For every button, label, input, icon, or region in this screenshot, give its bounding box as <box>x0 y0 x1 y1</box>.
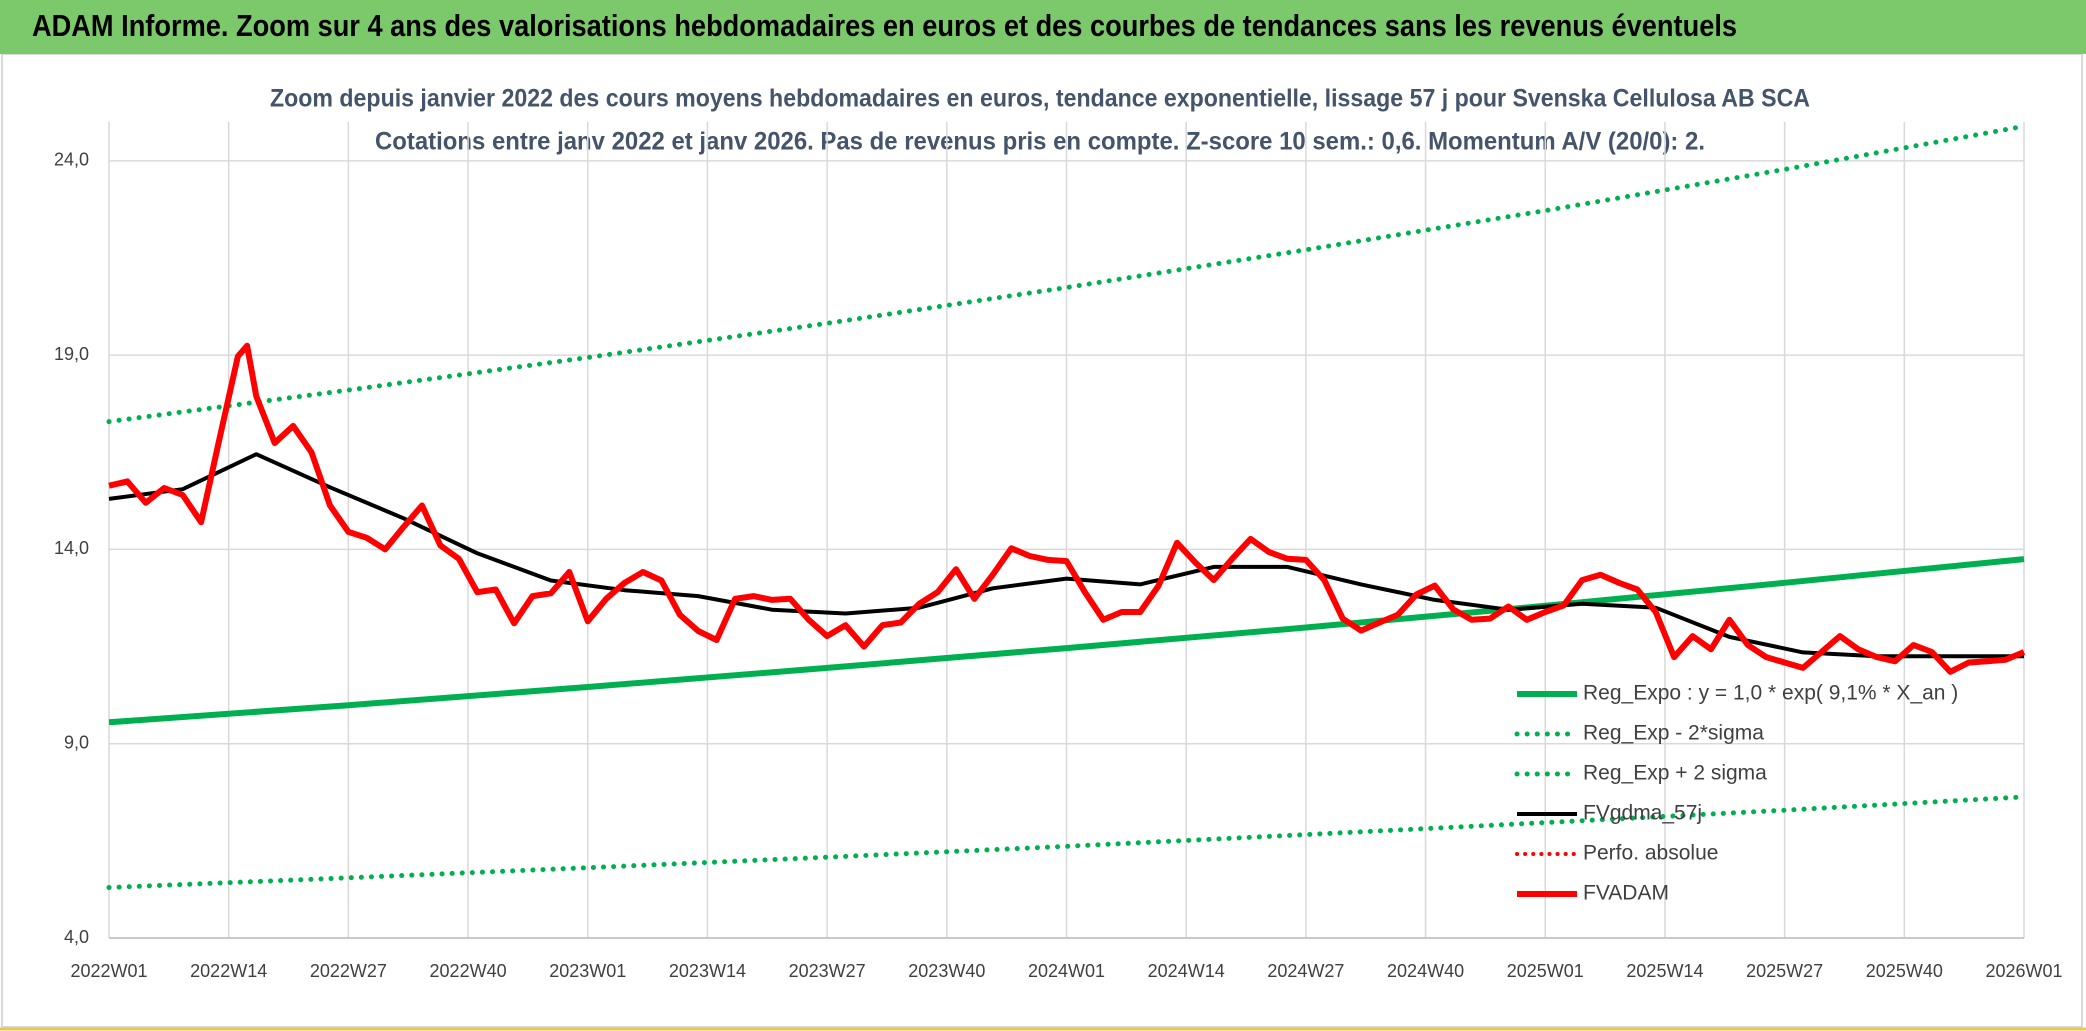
x-tick-label: 2024W40 <box>1387 961 1464 981</box>
x-tick-label: 2024W27 <box>1267 961 1344 981</box>
series-line <box>108 556 2025 726</box>
x-tick-label: 2023W40 <box>908 961 985 981</box>
series-line <box>106 794 2027 890</box>
x-tick-label: 2023W14 <box>669 961 746 981</box>
y-tick-label: 4,0 <box>64 927 89 947</box>
x-tick-label: 2022W40 <box>430 961 507 981</box>
y-tick-label: 9,0 <box>64 732 89 752</box>
legend-label: Reg_Exp - 2*sigma <box>1583 722 1764 745</box>
x-tick-label: 2023W27 <box>789 961 866 981</box>
x-tick-label: 2022W27 <box>310 961 387 981</box>
x-tick-label: 2024W14 <box>1148 961 1225 981</box>
y-tick-label: 19,0 <box>54 344 89 364</box>
x-tick-label: 2023W01 <box>549 961 626 981</box>
chart-title: Zoom depuis janvier 2022 des cours moyen… <box>270 85 1810 113</box>
series-line <box>108 342 2026 675</box>
x-tick-label: 2025W01 <box>1507 961 1584 981</box>
legend-label: FVADAM <box>1583 882 1669 905</box>
legend-label: Perfo. absolue <box>1583 842 1718 865</box>
header-bar <box>0 0 2086 54</box>
legend-label: Reg_Expo : y = 1,0 * exp( 9,1% * X_an ) <box>1583 682 1958 705</box>
chart-subtitle: Cotations entre janv 2022 et janv 2026. … <box>375 128 1705 156</box>
header-title: ADAM Informe. Zoom sur 4 ans des valoris… <box>32 8 1737 43</box>
legend-label: Reg_Exp + 2 sigma <box>1583 762 1767 785</box>
x-tick-label: 2022W01 <box>70 961 147 981</box>
x-tick-label: 2022W14 <box>190 961 267 981</box>
series-line <box>108 452 2024 659</box>
x-tick-label: 2026W01 <box>1985 961 2062 981</box>
legend-label: FVgdma_57j <box>1583 802 1702 825</box>
x-tick-label: 2025W40 <box>1866 961 1943 981</box>
x-tick-label: 2024W01 <box>1028 961 1105 981</box>
x-tick-label: 2025W14 <box>1626 961 1703 981</box>
y-tick-label: 24,0 <box>54 150 89 170</box>
y-tick-label: 14,0 <box>54 538 89 558</box>
x-tick-label: 2025W27 <box>1746 961 1823 981</box>
series-line <box>106 123 2027 425</box>
